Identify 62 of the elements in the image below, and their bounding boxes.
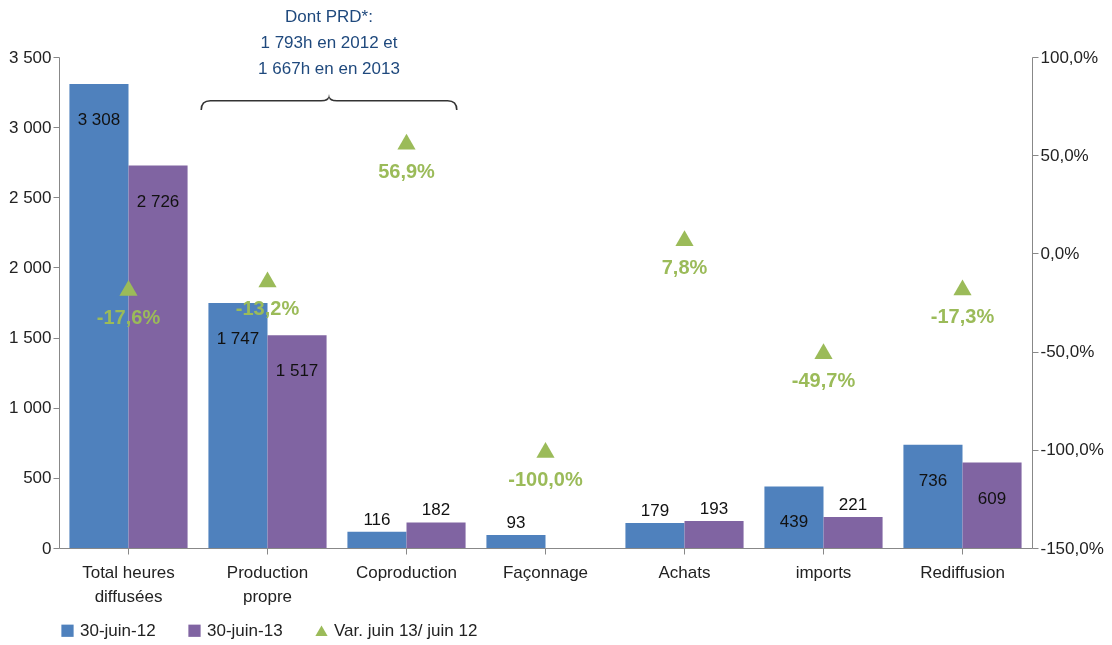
legend-label: 30-juin-13 bbox=[207, 620, 283, 640]
point bbox=[258, 271, 277, 288]
bar bbox=[823, 517, 883, 548]
x-tick-label: Production propre bbox=[226, 562, 309, 606]
data-label: -13,2% bbox=[235, 297, 300, 320]
bar bbox=[625, 522, 685, 548]
y-tick-label: 1 500 bbox=[8, 328, 52, 348]
x-tick-label: Façonnage bbox=[502, 562, 589, 582]
bar bbox=[267, 335, 327, 548]
bar bbox=[903, 444, 963, 548]
y-tick-label: 500 bbox=[23, 468, 52, 488]
point bbox=[675, 230, 694, 246]
x-tick-label: Coproduction bbox=[355, 562, 458, 582]
y-tick-label: 2 500 bbox=[8, 187, 52, 207]
data-label: 93 bbox=[506, 512, 526, 532]
data-label: 116 bbox=[363, 509, 391, 529]
y2-tick-label: 0,0% bbox=[1040, 243, 1080, 263]
y-tick-label: 3 000 bbox=[8, 117, 52, 137]
y-tick-label: 2 000 bbox=[8, 257, 52, 277]
y2-tick-label: -150,0% bbox=[1040, 538, 1104, 558]
data-label: 1 517 bbox=[275, 361, 319, 381]
data-label: -100,0% bbox=[508, 467, 583, 490]
y-tick-label: 3 500 bbox=[8, 47, 52, 67]
bar bbox=[486, 534, 546, 548]
y2-tick-label: 50,0% bbox=[1040, 145, 1089, 165]
bar bbox=[684, 520, 744, 548]
y-tick-label: 0 bbox=[42, 538, 52, 558]
data-label: 56,9% bbox=[378, 159, 436, 182]
data-label: 736 bbox=[918, 470, 948, 490]
data-label: 439 bbox=[779, 512, 809, 532]
point bbox=[397, 133, 416, 150]
data-label: -17,3% bbox=[930, 305, 995, 328]
data-label: 182 bbox=[421, 500, 451, 520]
y2-tick-label: -50,0% bbox=[1040, 342, 1095, 362]
point bbox=[119, 280, 138, 296]
data-label: -17,6% bbox=[96, 305, 161, 328]
data-label: 2 726 bbox=[136, 191, 180, 211]
legend-label: Var. juin 13/ juin 12 bbox=[334, 620, 478, 640]
data-label: -49,7% bbox=[791, 369, 856, 392]
point bbox=[814, 343, 833, 359]
point bbox=[953, 279, 972, 296]
data-label: 1 747 bbox=[216, 328, 260, 348]
point bbox=[536, 441, 555, 458]
bar bbox=[764, 486, 824, 548]
y2-tick-label: -100,0% bbox=[1040, 440, 1104, 460]
y-tick-label: 1 000 bbox=[8, 398, 52, 418]
bar bbox=[406, 522, 466, 548]
x-tick-label: Total heures diffusées bbox=[82, 562, 175, 606]
annotation: Dont PRD*: 1 793h en 2012 et 1 667h en en 2013 bbox=[257, 6, 401, 80]
x-tick-label: Achats bbox=[658, 562, 711, 582]
legend-label: 30-juin-12 bbox=[80, 620, 156, 640]
y2-tick-label: 100,0% bbox=[1040, 47, 1099, 67]
data-label: 221 bbox=[838, 495, 868, 514]
data-label: 193 bbox=[699, 498, 729, 518]
data-label: 7,8% bbox=[661, 256, 708, 279]
bar bbox=[347, 531, 407, 548]
x-tick-label: imports bbox=[795, 562, 852, 582]
bar bbox=[962, 462, 1022, 548]
data-label: 609 bbox=[977, 488, 1007, 508]
data-label: 179 bbox=[640, 500, 670, 520]
x-tick-label: Rediffusion bbox=[920, 562, 1005, 582]
data-label: 3 308 bbox=[77, 109, 121, 129]
